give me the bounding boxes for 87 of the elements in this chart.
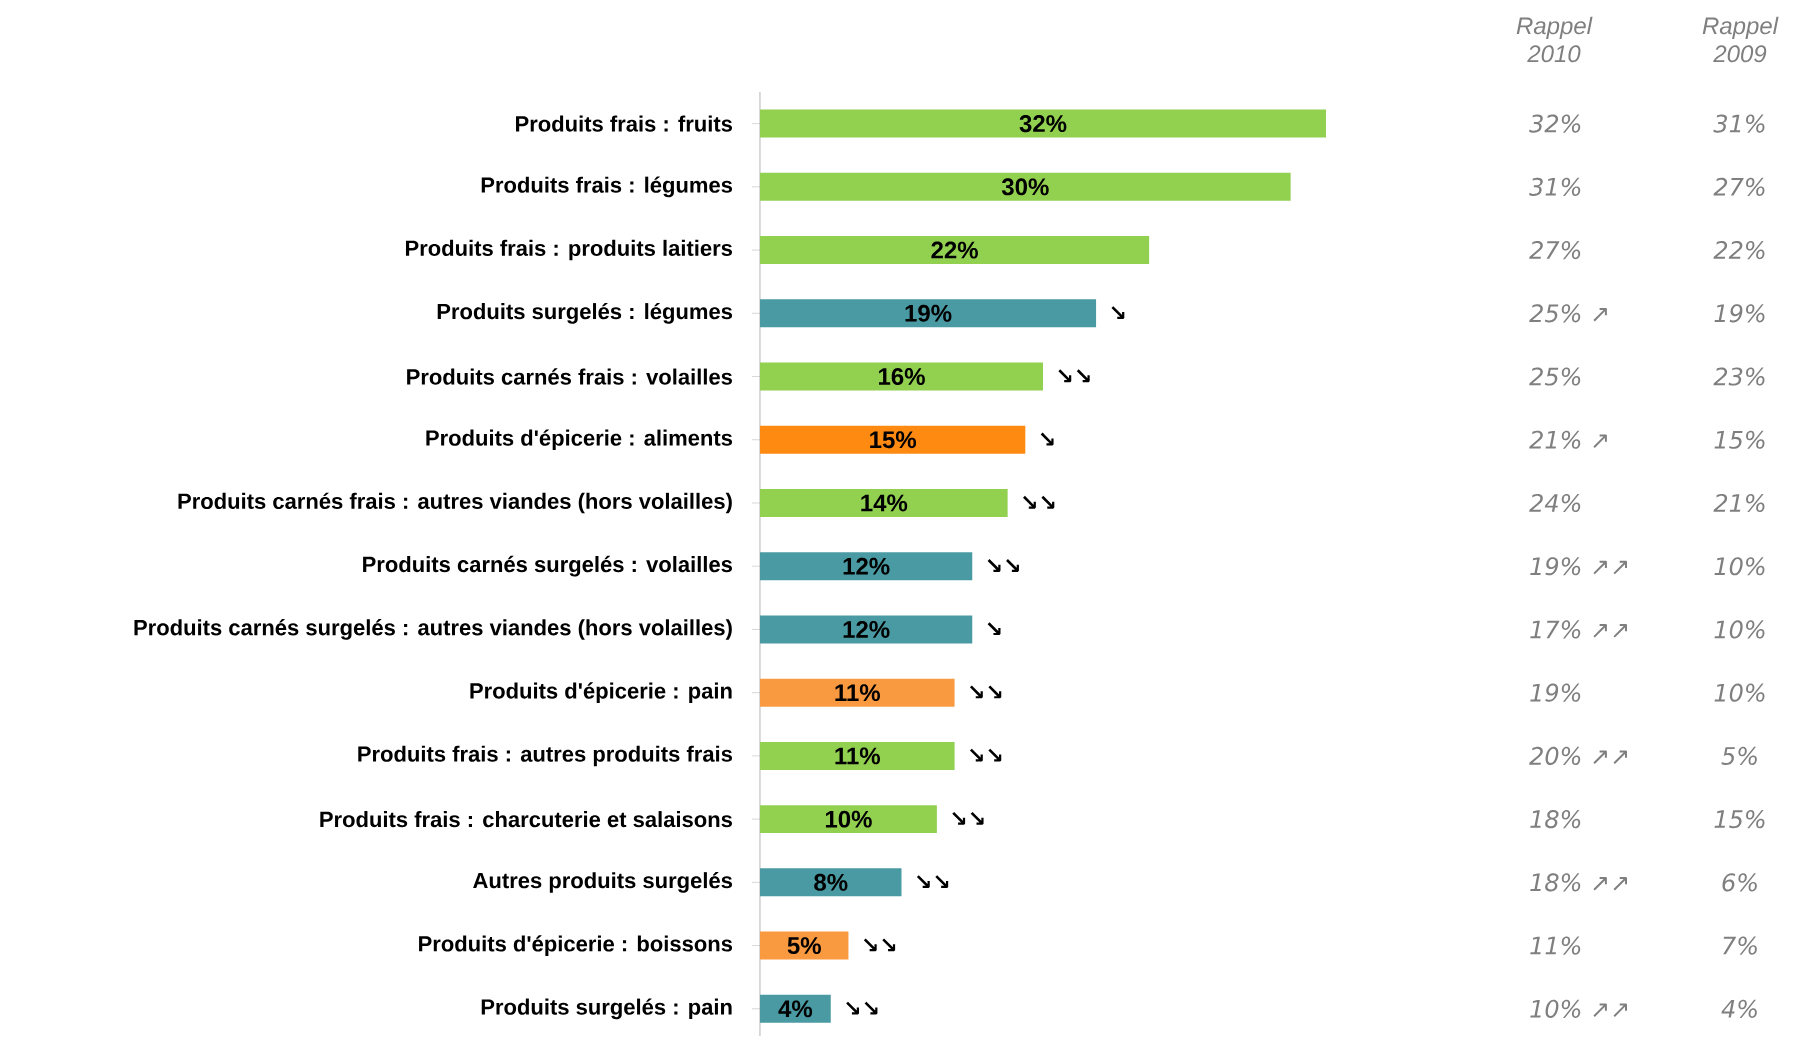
annotation: ↘↘ xyxy=(969,748,1002,762)
text: 27% xyxy=(1713,177,1765,196)
text: Rappel 2009 xyxy=(1702,16,1779,63)
text: 10% xyxy=(1714,620,1765,639)
bar xyxy=(760,805,937,834)
text: 23% xyxy=(1713,367,1765,386)
text: 31% xyxy=(1713,114,1765,133)
data-label: 15% xyxy=(870,431,917,449)
text: 11% xyxy=(1530,936,1581,955)
bar xyxy=(760,488,1008,517)
data-label: 12% xyxy=(843,557,890,575)
bar xyxy=(760,172,1291,201)
text: 19% xyxy=(1530,683,1581,702)
data-label: 16% xyxy=(878,368,925,386)
text: 7% xyxy=(1723,936,1757,955)
text: 19% ↗↗ xyxy=(1530,557,1627,576)
bar xyxy=(760,552,973,581)
text: Rappel 2010 xyxy=(1516,16,1593,63)
text: 31% xyxy=(1529,177,1581,196)
data-label: 4% xyxy=(778,1000,813,1018)
data-label: 14% xyxy=(861,494,908,512)
text: 20% ↗↗ xyxy=(1529,746,1627,765)
text: 25% ↗ xyxy=(1529,304,1607,323)
data-label: 30% xyxy=(1001,178,1049,196)
annotation: ↘↘ xyxy=(969,685,1002,699)
bar xyxy=(760,678,955,707)
bar xyxy=(760,615,973,644)
annotation: ↘ xyxy=(1040,432,1054,446)
annotation: ↘↘ xyxy=(916,875,949,889)
data-label: 12% xyxy=(843,620,890,638)
text: 22% xyxy=(1713,240,1765,260)
annotation: ↘↘ xyxy=(1023,495,1055,509)
annotation: ↘↘ xyxy=(1058,369,1090,383)
text: 25% xyxy=(1529,367,1581,386)
y-tick-label: Produits frais : fruits xyxy=(516,115,733,132)
y-tick-label: Produits carnés frais : volailles xyxy=(407,368,732,385)
y-tick-label: Produits frais : produits laitiers xyxy=(405,239,733,261)
bar xyxy=(760,362,1044,391)
text: 21% ↗ xyxy=(1529,430,1607,449)
bar xyxy=(760,109,1327,138)
y-tick-label: Produits d'épicerie : aliments xyxy=(426,429,733,451)
y-tick-label: Produits frais : autres produits frais xyxy=(358,745,732,767)
y-tick-label: Produits carnés surgelés : volailles xyxy=(363,555,732,577)
annotation: ↘ xyxy=(1111,306,1125,319)
text: 24% xyxy=(1529,493,1581,513)
bar xyxy=(760,741,955,770)
annotation: ↘↘ xyxy=(846,1001,878,1015)
text: 32% xyxy=(1529,114,1581,133)
text: 4% xyxy=(1721,999,1757,1018)
text: 17% ↗↗ xyxy=(1530,620,1627,639)
y-tick-label: Autres produits surgelés xyxy=(473,871,733,893)
annotation: ↘ xyxy=(987,622,1001,636)
text: 5% xyxy=(1721,746,1757,765)
bar xyxy=(760,425,1026,454)
y-tick-label: Produits surgelés : pain xyxy=(481,998,732,1020)
text: 19% xyxy=(1714,304,1765,323)
text: 18% xyxy=(1530,810,1581,829)
annotation: ↘↘ xyxy=(987,559,1019,572)
text: 18% ↗↗ xyxy=(1530,873,1627,892)
text: 10% xyxy=(1714,557,1765,576)
data-label: 22% xyxy=(931,241,978,259)
y-tick-label: Produits d'épicerie : pain xyxy=(470,682,732,703)
bar xyxy=(760,868,902,897)
text: 21% xyxy=(1713,493,1765,513)
y-tick-label: Produits d'épicerie : boissons xyxy=(419,935,733,956)
data-label: 11% xyxy=(835,747,880,765)
data-label: 19% xyxy=(905,304,952,322)
text: 10% xyxy=(1714,683,1765,702)
data-label: 10% xyxy=(825,810,872,828)
y-tick-label: Produits carnés frais : autres viandes (hors volailles) xyxy=(178,492,732,514)
y-tick-label: Produits frais : charcuterie et salaisons xyxy=(320,811,732,828)
annotation: ↘↘ xyxy=(863,938,896,952)
text: 10% ↗↗ xyxy=(1530,999,1627,1018)
data-label: 11% xyxy=(835,684,880,702)
y-tick-label: Produits frais : légumes xyxy=(481,176,733,198)
text: 15% xyxy=(1714,810,1765,829)
text: 27% xyxy=(1529,240,1581,260)
data-label: 5% xyxy=(787,937,821,955)
y-tick-label: Produits carnés surgelés : autres viandes (hors volailles) xyxy=(134,619,732,640)
data-label: 8% xyxy=(814,873,848,891)
text: 15% xyxy=(1714,430,1765,449)
bar xyxy=(760,299,1097,328)
y-tick-label: Produits surgelés : légumes xyxy=(437,302,733,324)
data-label: 32% xyxy=(1019,115,1067,133)
annotation: ↘↘ xyxy=(952,811,984,825)
bar xyxy=(760,236,1150,265)
text: 6% xyxy=(1722,873,1757,892)
